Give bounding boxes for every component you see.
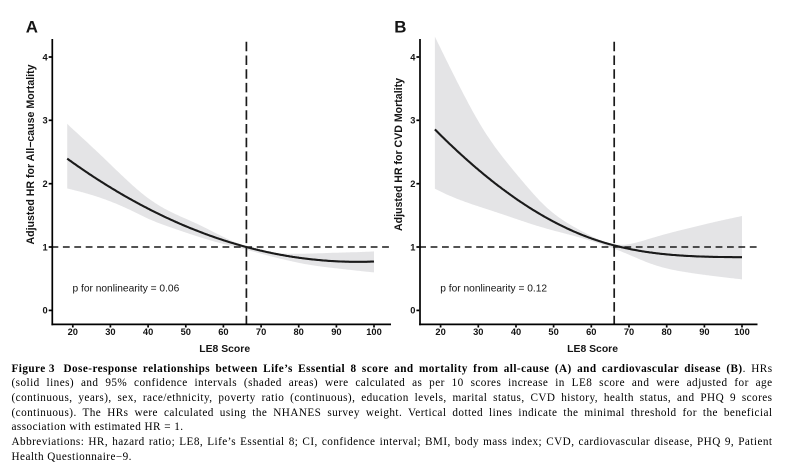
svg-text:p for nonlinearity = 0.12: p for nonlinearity = 0.12 [440,283,547,294]
svg-text:80: 80 [662,327,672,337]
svg-text:3: 3 [410,116,415,126]
svg-text:70: 70 [256,327,266,337]
svg-text:30: 30 [105,327,115,337]
svg-text:B: B [394,18,406,37]
svg-text:80: 80 [294,327,304,337]
svg-text:p for nonlinearity = 0.06: p for nonlinearity = 0.06 [73,283,180,294]
svg-text:LE8 Score: LE8 Score [199,344,250,355]
svg-text:Adjusted HR for All−cause Mort: Adjusted HR for All−cause Mortality [25,64,37,244]
svg-text:A: A [26,18,38,37]
svg-text:2: 2 [43,179,48,189]
svg-text:100: 100 [734,327,750,337]
svg-text:60: 60 [218,327,228,337]
svg-text:30: 30 [473,327,483,337]
svg-text:50: 50 [548,327,558,337]
svg-text:1: 1 [410,242,415,252]
svg-text:70: 70 [624,327,634,337]
svg-text:0: 0 [43,306,48,316]
svg-text:4: 4 [410,52,416,62]
svg-text:4: 4 [43,52,49,62]
svg-text:40: 40 [511,327,521,337]
svg-text:20: 20 [68,327,78,337]
svg-text:50: 50 [181,327,191,337]
svg-text:LE8 Score: LE8 Score [567,344,618,355]
svg-text:60: 60 [586,327,596,337]
svg-text:40: 40 [143,327,153,337]
svg-text:0: 0 [410,306,415,316]
svg-text:90: 90 [331,327,341,337]
svg-text:1: 1 [43,242,48,252]
svg-text:2: 2 [410,179,415,189]
svg-text:Adjusted HR for CVD Mortality: Adjusted HR for CVD Mortality [393,78,405,231]
svg-text:3: 3 [43,116,48,126]
svg-text:100: 100 [366,327,382,337]
svg-text:90: 90 [699,327,709,337]
svg-text:20: 20 [435,327,445,337]
